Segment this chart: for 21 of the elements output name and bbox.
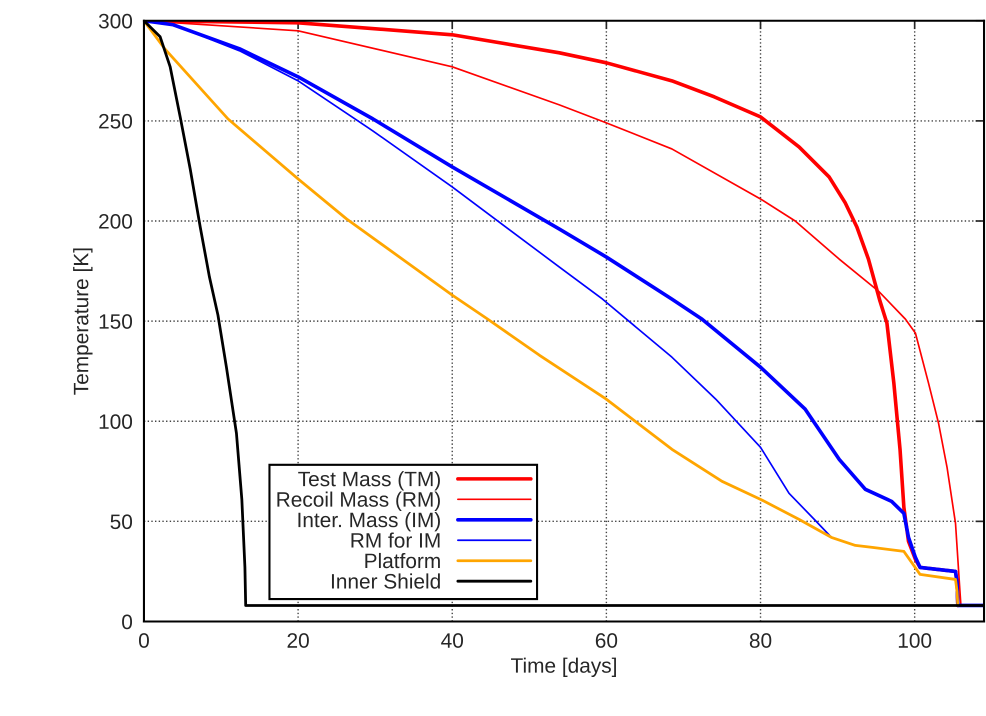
y-tick-label: 0	[122, 614, 132, 630]
y-tick-label: 250	[99, 114, 132, 129]
x-tick-label: 100	[898, 633, 932, 648]
y-axis-title: Temperature [K]	[73, 248, 93, 395]
legend-label: Inter. Mass (IM)	[298, 512, 440, 532]
x-tick-label: 80	[750, 633, 772, 648]
x-axis-title: Time [days]	[511, 658, 616, 677]
x-tick-label: 0	[138, 633, 149, 648]
y-tick-label: 300	[98, 14, 132, 29]
legend-label: Inner Shield	[332, 573, 440, 589]
legend-label: Test Mass (TM)	[298, 471, 440, 490]
legend-label: RM for IM	[352, 532, 440, 548]
x-tick-label: 20	[288, 633, 309, 648]
legend-label: Recoil Mass (RM)	[277, 492, 440, 511]
x-tick-label: 40	[441, 633, 464, 648]
x-tick-label: 60	[596, 633, 618, 648]
legend-label: Platform	[365, 552, 440, 568]
y-tick-label: 150	[100, 314, 132, 329]
y-tick-label: 50	[110, 514, 132, 530]
y-tick-label: 100	[100, 414, 132, 429]
y-tick-label: 200	[99, 214, 132, 229]
